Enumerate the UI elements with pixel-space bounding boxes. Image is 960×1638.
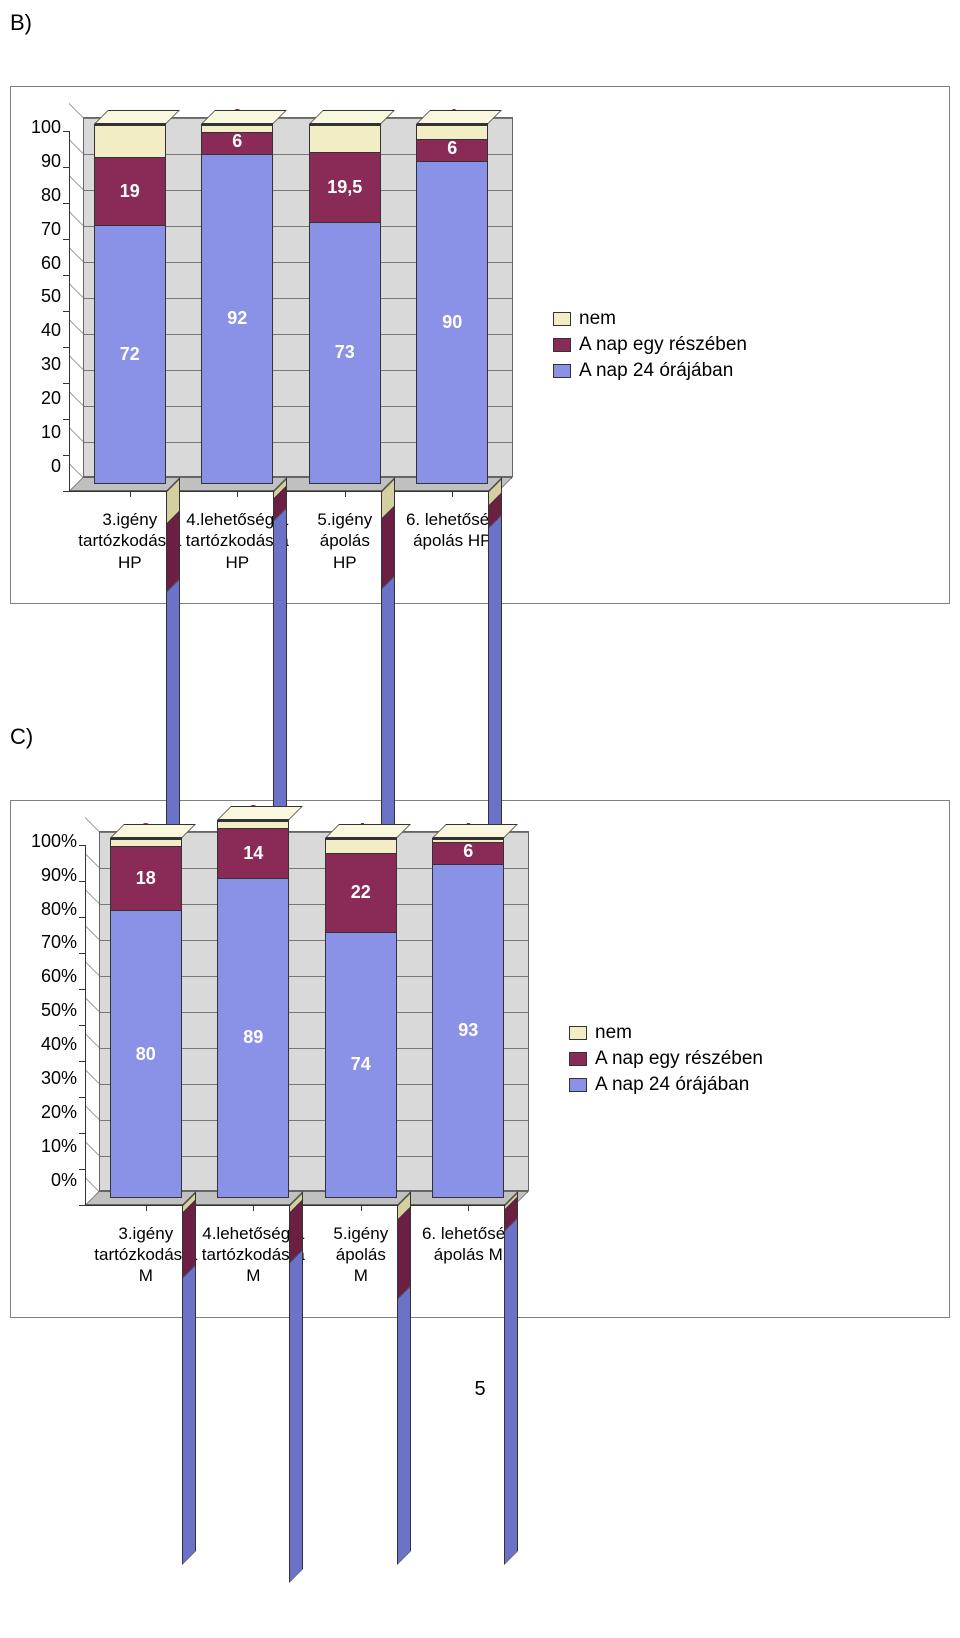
bar-segment-h24: 92: [202, 154, 272, 483]
swatch-part: [553, 338, 571, 352]
bar-segment-part: 19,5: [310, 152, 380, 222]
y-tick: 70%: [41, 932, 77, 953]
bar-segment-h24: 90: [417, 161, 487, 483]
y-tick: 20%: [41, 1102, 77, 1123]
bar-value-label: 14: [243, 843, 263, 864]
y-axis-c: 100% 90% 80% 70% 60% 50% 40% 30% 20% 10% 0%: [31, 831, 85, 1191]
bar-segment-part: 6: [417, 139, 487, 160]
y-tick: 40%: [41, 1034, 77, 1055]
legend-label-nem: nem: [579, 308, 616, 330]
y-tick: 80: [41, 185, 61, 206]
swatch-nem: [553, 312, 571, 326]
y-axis-b: 1009080706050403020100: [31, 117, 69, 477]
bar-segment-nem: 2: [218, 821, 288, 828]
legend-item-nem: nem: [569, 1022, 763, 1044]
page-number: 5: [10, 1378, 950, 1401]
y-tick: 10%: [41, 1136, 77, 1157]
y-tick: 50: [41, 286, 61, 307]
swatch-part: [569, 1052, 587, 1066]
bar-segment-part: 6: [433, 842, 503, 863]
y-tick: 90%: [41, 865, 77, 886]
bar-segment-part: 18: [111, 846, 181, 910]
x-labels-b: 3.igénytartózkodásraHP4.lehetőség atartó…: [76, 509, 506, 573]
bar-segment-nem: 7,5: [310, 125, 380, 152]
bar-value-label: 74: [351, 1054, 371, 1075]
y-tick: 10: [41, 422, 61, 443]
legend-item-part: A nap egy részében: [553, 334, 747, 356]
legend-item-h24: A nap 24 órájában: [569, 1074, 763, 1096]
y-tick: 40: [41, 320, 61, 341]
bar-segment-part: 14: [218, 828, 288, 878]
bar-segment-nem: 1: [433, 839, 503, 843]
bar-segment-h24: 72: [95, 225, 165, 483]
chart-3d-c: 8018289142742249361: [85, 831, 529, 1205]
chart-b-wrap: 1009080706050403020100 7219992627319,57,…: [31, 117, 513, 573]
y-tick: 100%: [31, 831, 77, 852]
bar-value-label: 19,5: [327, 177, 362, 198]
y-tick: 30%: [41, 1068, 77, 1089]
bar-value-label: 92: [227, 308, 247, 329]
bar-segment-h24: 89: [218, 878, 288, 1197]
section-label-c: C): [10, 724, 950, 750]
bar-value-label: 6: [463, 841, 473, 862]
y-tick: 20: [41, 388, 61, 409]
legend-c: nem A nap egy részében A nap 24 órájában: [569, 1018, 763, 1100]
y-tick: 60%: [41, 966, 77, 987]
y-tick: 60: [41, 253, 61, 274]
bar-value-label: 18: [136, 868, 156, 889]
y-tick: 50%: [41, 1000, 77, 1021]
swatch-h24: [553, 364, 571, 378]
chart-3d-b: 7219992627319,57,59064: [69, 117, 513, 491]
y-tick: 90: [41, 151, 61, 172]
bar-segment-h24: 93: [433, 864, 503, 1197]
chart-panel-b: 1009080706050403020100 7219992627319,57,…: [10, 86, 950, 604]
bar-segment-h24: 73: [310, 222, 380, 483]
bar-value-label: 72: [120, 344, 140, 365]
chart-panel-c: 100% 90% 80% 70% 60% 50% 40% 30% 20% 10% 0% 80 18 2 8…: [10, 800, 950, 1318]
y-tick: 100: [31, 117, 61, 138]
legend-label-h24: A nap 24 órájában: [579, 360, 733, 382]
bar-value-label: 90: [442, 312, 462, 333]
bar-segment-h24: 80: [111, 910, 181, 1196]
bar-value-label: 73: [335, 342, 355, 363]
bar-segment-nem: 2: [111, 839, 181, 846]
legend-item-nem: nem: [553, 308, 747, 330]
bar-segment-part: 6: [202, 132, 272, 153]
swatch-h24: [569, 1078, 587, 1092]
legend-label-part: A nap egy részében: [595, 1048, 763, 1070]
y-tick: 80%: [41, 899, 77, 920]
legend-b: nem A nap egy részében A nap 24 órájában: [553, 304, 747, 386]
legend-item-h24: A nap 24 órájában: [553, 360, 747, 382]
bar-value-label: 19: [120, 181, 140, 202]
swatch-nem: [569, 1026, 587, 1040]
bar-segment-nem: 4: [417, 125, 487, 139]
bar-value-label: 22: [351, 882, 371, 903]
bar-value-label: 93: [458, 1020, 478, 1041]
bar-value-label: 6: [232, 131, 242, 152]
legend-label-part: A nap egy részében: [579, 334, 747, 356]
bar-value-label: 89: [243, 1027, 263, 1048]
bar-value-label: 80: [136, 1044, 156, 1065]
section-label-b: B): [10, 10, 950, 36]
bar-segment-nem: 4: [326, 839, 396, 853]
legend-item-part: A nap egy részében: [569, 1048, 763, 1070]
legend-label-nem: nem: [595, 1022, 632, 1044]
bar-value-label: 6: [447, 138, 457, 159]
bar-segment-nem: 2: [202, 125, 272, 132]
bar-segment-part: 22: [326, 853, 396, 932]
bar-segment-part: 19: [95, 157, 165, 225]
y-tick: 0: [51, 456, 61, 477]
legend-label-h24: A nap 24 órájában: [595, 1074, 749, 1096]
chart-c-wrap: 100% 90% 80% 70% 60% 50% 40% 30% 20% 10% 0% 80 18 2 8…: [31, 831, 529, 1287]
y-tick: 30: [41, 354, 61, 375]
x-labels-c: 3.igénytartózkodásra M4.lehetőség atartó…: [92, 1223, 522, 1287]
bar-segment-nem: 9: [95, 125, 165, 157]
y-tick: 0%: [51, 1170, 77, 1191]
y-tick: 70: [41, 219, 61, 240]
bar-segment-h24: 74: [326, 932, 396, 1197]
